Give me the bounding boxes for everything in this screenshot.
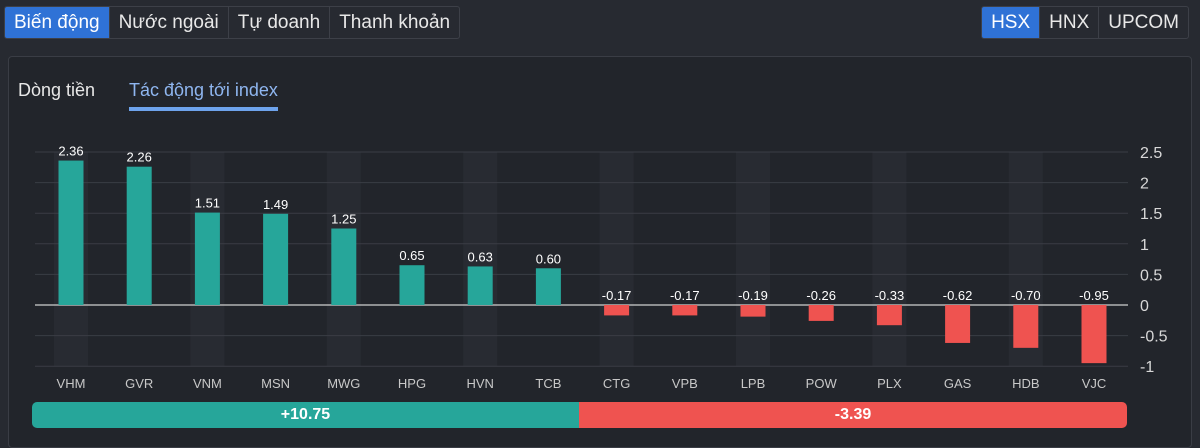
bar-ctg [604, 305, 630, 316]
x-tick-label: PLX [877, 376, 902, 391]
bar-plx [876, 305, 902, 326]
bar-gvr [126, 166, 152, 305]
y-tick-label: 0.5 [1140, 267, 1162, 284]
exchange-tabs: HSX HNX UPCOM [981, 6, 1189, 39]
bar-lpb [740, 305, 766, 317]
tab-tu-doanh[interactable]: Tự doanh [227, 7, 329, 38]
x-tick-label: MWG [327, 376, 360, 391]
exchange-hsx[interactable]: HSX [982, 7, 1040, 38]
x-tick-label: GVR [125, 376, 153, 391]
bar-tcb [535, 268, 561, 305]
x-tick-label: TCB [535, 376, 561, 391]
exchange-upcom[interactable]: UPCOM [1098, 7, 1188, 38]
bar-msn [263, 213, 289, 305]
data-label: 0.65 [399, 248, 424, 263]
x-tick-label: CTG [603, 376, 630, 391]
y-tick-label: -1 [1140, 359, 1154, 376]
x-tick-label: VHM [57, 376, 86, 391]
bar-vpb [672, 305, 698, 316]
data-label: -0.95 [1079, 288, 1109, 303]
bar-hpg [399, 265, 425, 305]
y-tick-label: 1.5 [1140, 206, 1162, 223]
bar-mwg [331, 228, 357, 305]
data-label: -0.26 [806, 288, 836, 303]
data-label: -0.33 [875, 288, 905, 303]
y-tick-label: 2 [1140, 176, 1149, 193]
column-stripe [872, 152, 907, 367]
column-stripe [736, 152, 770, 367]
x-tick-label: HPG [398, 376, 426, 391]
view-tabs: Biến động Nước ngoài Tự doanh Thanh khoả… [4, 6, 461, 39]
bar-vjc [1081, 305, 1107, 364]
bar-gas [945, 305, 971, 343]
data-label: 1.51 [195, 196, 220, 211]
tab-bien-dong[interactable]: Biến động [5, 7, 109, 38]
data-label: -0.70 [1011, 288, 1041, 303]
data-label: -0.19 [738, 288, 768, 303]
x-tick-label: GAS [944, 376, 972, 391]
column-stripe [463, 152, 498, 367]
y-tick-label: 1 [1140, 237, 1149, 254]
x-tick-label: HDB [1012, 376, 1039, 391]
data-label: -0.17 [670, 288, 700, 303]
negative-total: -3.39 [579, 402, 1127, 428]
exchange-hnx[interactable]: HNX [1039, 7, 1098, 38]
data-label: 2.26 [127, 150, 152, 165]
data-label: 0.63 [468, 249, 493, 264]
bar-hvn [467, 266, 493, 305]
tab-nuoc-ngoai[interactable]: Nước ngoài [108, 7, 228, 38]
positive-total: +10.75 [32, 402, 579, 428]
tab-thanh-khoan[interactable]: Thanh khoản [329, 7, 459, 38]
x-tick-label: VNM [193, 376, 222, 391]
bar-pow [808, 305, 834, 321]
bar-vnm [194, 212, 220, 305]
y-tick-label: 2.5 [1140, 145, 1162, 162]
subtab-dong-tien[interactable]: Dòng tiền [18, 80, 96, 100]
bar-vhm [58, 160, 84, 305]
x-tick-label: VJC [1082, 376, 1107, 391]
y-tick-label: -0.5 [1140, 329, 1168, 346]
x-tick-label: MSN [261, 376, 290, 391]
data-label: -0.62 [943, 288, 973, 303]
x-tick-label: HVN [466, 376, 493, 391]
y-tick-label: 0 [1140, 298, 1149, 315]
x-tick-label: LPB [741, 376, 766, 391]
data-label: 2.36 [58, 144, 83, 159]
impact-bar-chart: 2.521.510.50-0.5-12.36VHM2.26GVR1.51VNM1… [35, 144, 1168, 391]
data-label: 1.49 [263, 197, 288, 212]
data-label: -0.17 [602, 288, 632, 303]
subtab-tac-dong[interactable]: Tác động tới index [129, 80, 278, 111]
column-stripe [599, 152, 634, 367]
x-tick-label: POW [806, 376, 838, 391]
data-label: 1.25 [331, 212, 356, 227]
x-tick-label: VPB [672, 376, 698, 391]
bar-hdb [1013, 305, 1039, 348]
data-label: 0.60 [536, 251, 561, 266]
